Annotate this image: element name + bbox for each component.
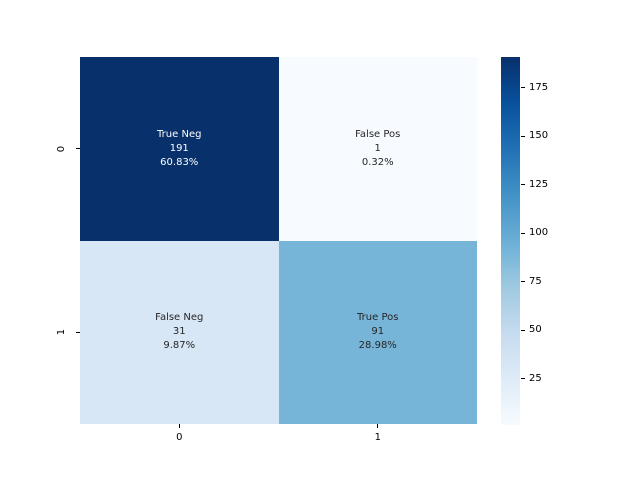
cell-annotation-true-pos: True Pos 91 28.98% (357, 311, 398, 353)
heatmap-cell-false-pos: False Pos 1 0.32% (278, 57, 477, 241)
y-tick-mark (76, 331, 80, 333)
colorbar-tick-label: 75 (529, 275, 542, 287)
cell-percent: 28.98% (358, 340, 397, 352)
colorbar-tick-mark (521, 329, 525, 331)
x-tick-label: 0 (176, 432, 183, 443)
colorbar-tick-mark (521, 378, 525, 380)
cell-percent: 60.83% (160, 156, 199, 168)
x-tick-mark (377, 424, 379, 428)
heatmap-cell-false-neg: False Neg 31 9.87% (80, 240, 279, 424)
colorbar-tick-mark (521, 281, 525, 283)
cell-percent: 9.87% (163, 340, 196, 352)
heatmap-cell-true-neg: True Neg 191 60.83% (80, 57, 279, 241)
colorbar-tick-label: 50 (529, 324, 542, 336)
cell-count: 191 (169, 142, 189, 154)
y-tick-mark (76, 148, 80, 150)
cell-count: 31 (172, 326, 186, 338)
cell-count: 91 (371, 326, 385, 338)
y-tick-label: 0 (56, 145, 67, 152)
colorbar-tick-label: 100 (529, 227, 549, 239)
cell-label: True Neg (157, 128, 202, 140)
colorbar-tick-label: 25 (529, 372, 542, 384)
cell-annotation-false-pos: False Pos 1 0.32% (355, 128, 400, 170)
cell-count: 1 (374, 142, 381, 154)
cell-label: False Neg (155, 312, 204, 324)
colorbar-tick-label: 150 (529, 130, 549, 142)
colorbar-tick-mark (521, 135, 525, 137)
colorbar (501, 57, 520, 425)
heatmap-plot-area: True Neg 191 60.83% False Pos 1 0.32% False Ne… (80, 57, 477, 424)
colorbar-tick-mark (521, 232, 525, 234)
x-tick-mark (178, 424, 180, 428)
cell-annotation-true-neg: True Neg 191 60.83% (157, 128, 201, 170)
cell-annotation-false-neg: False Neg 31 9.87% (155, 311, 203, 353)
colorbar-tick-label: 125 (529, 178, 549, 190)
colorbar-tick-mark (521, 184, 525, 186)
x-tick-label: 1 (374, 432, 381, 443)
cell-label: True Pos (357, 312, 399, 324)
y-tick-label: 1 (56, 329, 67, 336)
colorbar-tick-label: 175 (529, 81, 549, 93)
cell-percent: 0.32% (361, 156, 394, 168)
heatmap-cell-true-pos: True Pos 91 28.98% (278, 240, 477, 424)
cell-label: False Pos (355, 128, 401, 140)
colorbar-tick-mark (521, 87, 525, 89)
